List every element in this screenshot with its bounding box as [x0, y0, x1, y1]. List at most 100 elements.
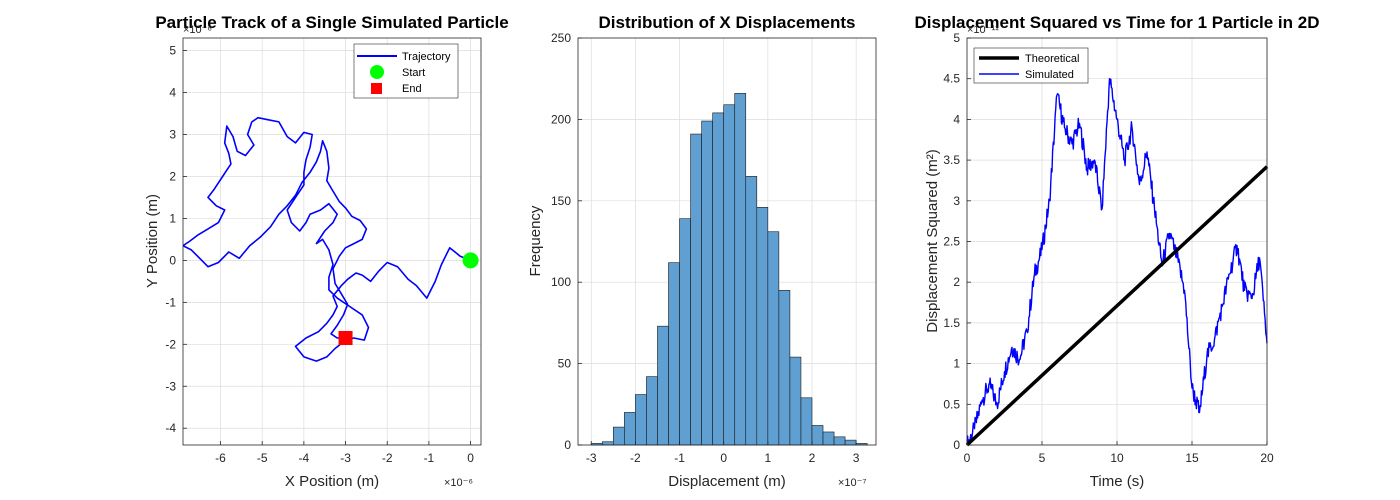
- x-exponent: ×10⁻⁷: [838, 477, 866, 489]
- y-tick-label: 1.5: [943, 316, 960, 330]
- histogram-bar: [778, 290, 791, 446]
- tick-labels: -3 -2 -1 0 1 2 3 0 50 100 150 200 250: [551, 31, 860, 465]
- axes-box: [182, 37, 482, 446]
- x-tick-label: -3: [340, 451, 351, 465]
- x-tick-label: 2: [809, 451, 816, 465]
- y-tick-label: 2: [169, 169, 176, 183]
- trajectory-line: [183, 116, 471, 362]
- legend: Trajectory Start End: [353, 43, 459, 99]
- legend-box: [973, 47, 1089, 84]
- x-axis-label: X Position (m): [285, 473, 379, 490]
- histogram-bar: [756, 207, 769, 446]
- y-tick-label: -3: [165, 379, 176, 393]
- legend-label-end: End: [402, 83, 422, 95]
- y-tick-label: -1: [165, 295, 176, 309]
- y-tick-label: 150: [551, 194, 571, 208]
- histogram-bar: [822, 431, 835, 446]
- y-tick-label: -4: [165, 421, 176, 435]
- histogram-bar: [844, 439, 857, 446]
- axes-box: [577, 37, 877, 446]
- y-tick-label: 4: [169, 86, 176, 100]
- y-tick-label: 2: [953, 275, 960, 289]
- data-layer: [965, 77, 1269, 447]
- histogram-bar: [745, 176, 758, 446]
- histogram-bar: [723, 104, 736, 446]
- y-tick-label: 3: [953, 194, 960, 208]
- theoretical-line: [965, 165, 1269, 447]
- y-tick-label: 4.5: [943, 72, 960, 86]
- histogram-bar: [789, 356, 802, 446]
- y-tick-label: 0: [169, 253, 176, 267]
- chart-title: Distribution of X Displacements: [599, 13, 856, 32]
- y-axis-label: Y Position (m): [144, 194, 161, 288]
- grid: [183, 38, 481, 445]
- legend-swatch-end: [371, 83, 382, 94]
- y-exponent: ×10⁻¹¹: [967, 24, 999, 36]
- histogram-bar: [635, 394, 647, 446]
- y-tick-label: 0: [564, 438, 571, 452]
- y-tick-label: 1: [169, 211, 176, 225]
- x-tick-label: 0: [720, 451, 727, 465]
- x-tick-label: 3: [853, 451, 860, 465]
- legend-label-theoretical: Theoretical: [1025, 53, 1079, 65]
- histogram-bar: [613, 426, 625, 446]
- legend-label-simulated: Simulated: [1025, 69, 1074, 81]
- histogram-bar: [734, 93, 747, 446]
- particle-track-axes: -6 -5 -4 -3 -2 -1 0 -4 -3 -2 -1 0 1 2 3 4 5 Particle Tra…: [144, 13, 509, 490]
- tick-labels: 0 5 10 15 20 0 0.5 1 1.5 2 2.5 3 3.5 4 4.5 5: [943, 31, 1274, 465]
- y-tick-label: 3: [169, 128, 176, 142]
- x-tick-label: 15: [1185, 451, 1199, 465]
- msd-axes: 0 5 10 15 20 0 0.5 1 1.5 2 2.5 3 3.5 4 4.5 5 Displaceme…: [914, 13, 1319, 490]
- data-layer: [590, 93, 868, 446]
- histogram-bar: [800, 397, 813, 446]
- y-tick-label: 0: [953, 438, 960, 452]
- end-marker: [338, 331, 353, 346]
- histogram-bar: [833, 436, 846, 446]
- y-tick-label: 4: [953, 112, 960, 126]
- y-tick-label: 200: [551, 112, 571, 126]
- x-axis-label: Time (s): [1090, 473, 1144, 490]
- chart-title: Particle Track of a Single Simulated Par…: [155, 13, 508, 32]
- x-tick-label: -4: [299, 451, 310, 465]
- x-tick-label: 1: [764, 451, 771, 465]
- x-tick-label: -5: [257, 451, 268, 465]
- histogram-bar: [601, 441, 614, 446]
- y-tick-label: 0.5: [943, 397, 960, 411]
- legend-label-trajectory: Trajectory: [402, 51, 451, 63]
- histogram-bar: [679, 218, 691, 446]
- x-tick-label: -3: [586, 451, 597, 465]
- start-marker: [462, 252, 479, 269]
- histogram-bar: [657, 325, 669, 446]
- x-tick-label: 20: [1260, 451, 1274, 465]
- tick-labels: -6 -5 -4 -3 -2 -1 0 -4 -3 -2 -1 0 1 2 3 4 5: [165, 44, 474, 465]
- x-tick-label: -2: [630, 451, 641, 465]
- x-tick-label: 5: [1039, 451, 1046, 465]
- y-axis-label: Displacement Squared (m²): [924, 149, 941, 332]
- plot-area: [183, 38, 481, 445]
- y-exponent: ×10⁻⁶: [183, 24, 212, 36]
- x-tick-label: -1: [674, 451, 685, 465]
- x-tick-label: -6: [215, 451, 226, 465]
- chart-title: Displacement Squared vs Time for 1 Parti…: [914, 13, 1319, 32]
- x-tick-label: 0: [467, 451, 474, 465]
- legend-label-start: Start: [402, 67, 425, 79]
- y-tick-label: 50: [558, 357, 572, 371]
- y-tick-label: -2: [165, 337, 176, 351]
- y-tick-label: 250: [551, 31, 571, 45]
- y-tick-label: 1: [953, 357, 960, 371]
- x-axis-label: Displacement (m): [668, 473, 786, 490]
- y-tick-label: 2.5: [943, 235, 960, 249]
- x-tick-label: 10: [1110, 451, 1124, 465]
- y-tick-label: 3.5: [943, 153, 960, 167]
- histogram-bar: [701, 120, 713, 446]
- histogram-bar: [624, 412, 636, 446]
- x-exponent: ×10⁻⁶: [444, 477, 473, 489]
- simulated-line: [966, 77, 1268, 446]
- legend: Theoretical Simulated: [973, 47, 1089, 84]
- x-tick-label: 0: [964, 451, 971, 465]
- histogram-bar: [646, 376, 658, 446]
- histogram-bar: [811, 425, 824, 446]
- histogram-bar: [690, 133, 702, 446]
- y-tick-label: 5: [169, 44, 176, 58]
